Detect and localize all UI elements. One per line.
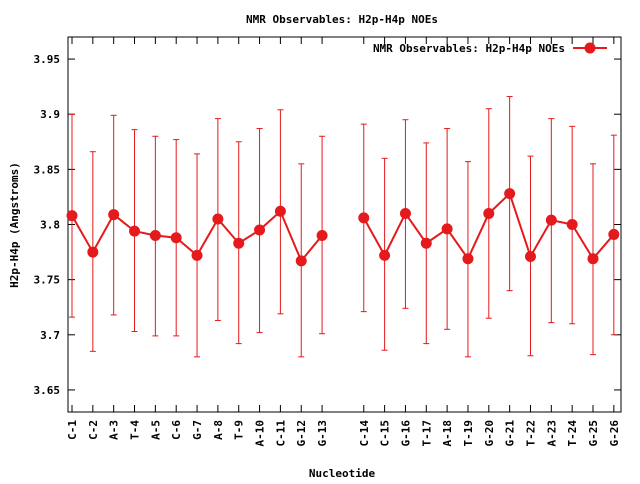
data-point xyxy=(316,230,328,242)
legend-marker xyxy=(584,42,596,54)
x-tick-label: A-5 xyxy=(149,420,162,440)
x-tick-label: G-20 xyxy=(483,420,496,447)
data-point xyxy=(129,225,141,237)
data-point xyxy=(66,210,78,222)
x-axis-label: Nucleotide xyxy=(309,467,376,480)
y-tick-label: 3.75 xyxy=(34,274,61,287)
x-tick-label: G-25 xyxy=(587,420,600,447)
data-point xyxy=(358,212,370,224)
plot-frame xyxy=(67,36,622,413)
x-tick-label: T-9 xyxy=(233,420,246,440)
data-point xyxy=(233,237,245,249)
data-point xyxy=(108,209,120,221)
y-tick-label: 3.85 xyxy=(34,163,61,176)
x-tick-label: A-23 xyxy=(545,420,558,447)
chart-title: NMR Observables: H2p-H4p NOEs xyxy=(246,13,438,26)
legend-label: NMR Observables: H2p-H4p NOEs xyxy=(373,42,565,55)
x-tick-label: C-2 xyxy=(87,420,100,440)
y-tick-label: 3.8 xyxy=(40,219,60,232)
y-tick-label: 3.9 xyxy=(40,108,60,121)
data-point xyxy=(295,255,307,267)
y-tick-label: 3.95 xyxy=(34,53,61,66)
x-tick-label: T-22 xyxy=(524,420,537,447)
x-tick-label: T-17 xyxy=(420,420,433,447)
data-point xyxy=(524,250,536,262)
data-point xyxy=(566,219,578,230)
x-tick-label: G-16 xyxy=(399,420,412,447)
x-tick-label: C-6 xyxy=(170,420,183,440)
x-tick-label: A-3 xyxy=(108,420,121,440)
data-point xyxy=(254,224,266,236)
data-point xyxy=(483,207,495,219)
x-tick-label: T-19 xyxy=(462,420,475,447)
x-tick-label: A-10 xyxy=(254,420,267,447)
y-tick-label: 3.7 xyxy=(40,329,60,342)
x-tick-label: A-8 xyxy=(212,420,225,440)
x-tick-label: C-1 xyxy=(66,420,79,440)
x-tick-label: G-21 xyxy=(504,420,517,447)
x-tick-label: A-18 xyxy=(441,420,454,447)
plot-layer: 3.65 3.7 3.75 3.8 3.85 3.9 3.95 C-1 C-2 A-3 T-4 A-5… xyxy=(34,36,622,447)
data-point xyxy=(87,246,99,258)
data-point xyxy=(608,228,620,240)
x-tick-label: C-14 xyxy=(358,420,371,447)
data-point xyxy=(149,230,161,242)
x-tick-label: G-13 xyxy=(316,420,329,447)
x-tick-label: G-12 xyxy=(295,420,308,447)
x-tick-label: T-24 xyxy=(566,420,579,447)
y-tick-label: 3.65 xyxy=(34,384,61,397)
data-point xyxy=(191,249,203,261)
x-tick-label: C-11 xyxy=(274,420,287,447)
x-tick-label: G-26 xyxy=(608,420,621,447)
data-point xyxy=(545,214,557,226)
x-tick-label: C-15 xyxy=(379,420,392,447)
data-point xyxy=(441,223,453,235)
x-tick-label: G-7 xyxy=(191,420,204,440)
x-tick-label: T-4 xyxy=(129,420,142,440)
data-point xyxy=(587,253,599,265)
data-point xyxy=(462,253,474,265)
data-point xyxy=(379,249,391,261)
y-axis-label: H2p-H4p (Angstroms) xyxy=(8,162,21,288)
data-point xyxy=(504,188,516,200)
data-point xyxy=(399,207,411,219)
data-point xyxy=(212,213,224,225)
data-point xyxy=(274,205,286,217)
data-point xyxy=(420,237,432,249)
data-point xyxy=(170,232,182,244)
